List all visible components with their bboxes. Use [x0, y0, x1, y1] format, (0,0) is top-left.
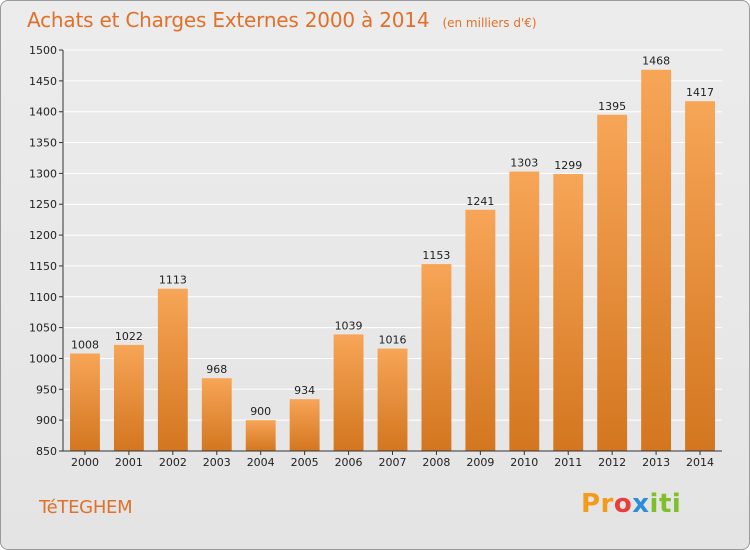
data-label-2014: 1417 — [686, 86, 714, 99]
y-tick-label: 1050 — [29, 322, 57, 335]
data-label-2013: 1468 — [642, 55, 670, 68]
y-tick-label: 1200 — [29, 229, 57, 242]
data-label-2008: 1153 — [422, 249, 450, 262]
data-label-2005: 934 — [294, 384, 315, 397]
x-tick-label-2014: 2014 — [686, 456, 714, 469]
bar-2009 — [465, 209, 496, 451]
y-tick-label: 1250 — [29, 198, 57, 211]
x-tick-label-2005: 2005 — [291, 456, 319, 469]
x-tick-label-2006: 2006 — [335, 456, 363, 469]
y-tick-label: 1400 — [29, 106, 57, 119]
data-label-2006: 1039 — [335, 319, 363, 332]
bar-2007 — [377, 348, 408, 451]
bar-2005 — [289, 399, 320, 451]
data-label-2011: 1299 — [554, 159, 582, 172]
x-tick-label-2003: 2003 — [203, 456, 231, 469]
y-tick-label: 900 — [36, 414, 57, 427]
x-tick-label-2010: 2010 — [510, 456, 538, 469]
x-tick-label-2007: 2007 — [379, 456, 407, 469]
data-label-2003: 968 — [206, 363, 227, 376]
y-tick-label: 1450 — [29, 75, 57, 88]
bar-2008 — [421, 264, 452, 451]
bar-2013 — [641, 69, 672, 451]
bar-2004 — [245, 420, 276, 451]
chart-title: Achats et Charges Externes 2000 à 2014 — [27, 8, 430, 32]
y-tick-label: 1500 — [29, 44, 57, 57]
x-tick-label-2004: 2004 — [247, 456, 275, 469]
bar-2011 — [553, 174, 584, 452]
data-label-2009: 1241 — [466, 195, 494, 208]
data-label-2012: 1395 — [598, 100, 626, 113]
x-tick-label-2009: 2009 — [466, 456, 494, 469]
bar-2014 — [685, 101, 715, 451]
bar-2006 — [333, 334, 364, 451]
bar-2000 — [70, 353, 100, 451]
x-tick-label-2011: 2011 — [554, 456, 582, 469]
y-tick-label: 950 — [36, 383, 57, 396]
axes: 850 900 950 1000 1050 1100 1150 1200 1250 1300 135… — [29, 44, 722, 469]
data-label-2007: 1016 — [379, 334, 407, 347]
x-tick-label-2000: 2000 — [71, 456, 99, 469]
x-tick-label-2001: 2001 — [115, 456, 143, 469]
data-label-2000: 1008 — [71, 339, 99, 352]
data-label-2004: 900 — [250, 405, 271, 418]
bar-2012 — [597, 114, 628, 452]
bar-2003 — [201, 378, 232, 451]
x-tick-label-2012: 2012 — [598, 456, 626, 469]
data-label-2002: 1113 — [159, 274, 187, 287]
bar-2001 — [113, 344, 144, 451]
y-tick-label: 850 — [36, 445, 57, 458]
y-tick-label: 1300 — [29, 167, 57, 180]
y-tick-label: 1150 — [29, 260, 57, 273]
x-tick-label-2008: 2008 — [422, 456, 450, 469]
y-tick-label: 1350 — [29, 137, 57, 150]
x-tick-label-2013: 2013 — [642, 456, 670, 469]
bars: 1008 1022 1113 968 900 934 1039 1016 1153 1241 130… — [70, 55, 715, 452]
data-label-2010: 1303 — [510, 157, 538, 170]
x-tick-label-2002: 2002 — [159, 456, 187, 469]
y-tick-label: 1100 — [29, 291, 57, 304]
chart-title-row: Achats et Charges Externes 2000 à 2014 (… — [27, 8, 537, 32]
bar-2010 — [509, 171, 540, 451]
bar-2002 — [157, 288, 188, 451]
commune-name: TéTEGHEM — [39, 497, 133, 518]
data-label-2001: 1022 — [115, 330, 143, 343]
y-tick-label: 1000 — [29, 352, 57, 365]
proxiti-logo: Proxiti — [581, 489, 682, 519]
chart-subtitle: (en milliers d'€) — [442, 16, 537, 30]
